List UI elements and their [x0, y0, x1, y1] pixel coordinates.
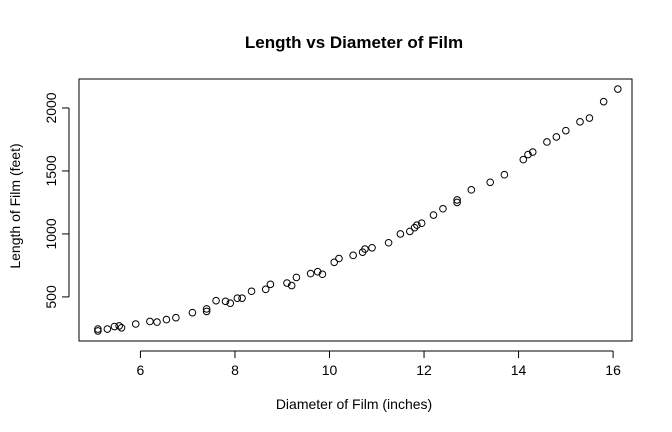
data-point: [406, 227, 414, 236]
data-point: [500, 170, 509, 179]
data-point: [212, 296, 220, 305]
data-point: [330, 258, 339, 267]
x-tick-label: 6: [137, 362, 145, 378]
data-point: [429, 211, 438, 219]
data-point: [562, 126, 570, 135]
data-point: [361, 245, 369, 253]
x-tick-label: 8: [231, 362, 239, 378]
data-point: [153, 318, 161, 326]
plot-area-border: [78, 78, 633, 342]
data-point: [94, 327, 102, 335]
data-point: [238, 294, 246, 302]
data-point: [172, 313, 180, 322]
data-point: [576, 118, 584, 126]
x-tick-label: 12: [416, 362, 432, 378]
data-point: [368, 243, 376, 252]
data-point: [453, 198, 461, 207]
data-point: [349, 251, 357, 260]
data-point: [103, 325, 112, 333]
data-point: [233, 294, 242, 302]
x-axis-label: Diameter of Film (inches): [276, 396, 432, 412]
x-tick-label: 16: [605, 362, 621, 378]
data-point: [110, 322, 119, 331]
y-tick-label: 2000: [43, 92, 59, 123]
data-point: [439, 204, 447, 213]
data-point: [306, 269, 315, 278]
data-point: [543, 138, 551, 146]
y-tick-label: 500: [43, 285, 59, 309]
data-point: [528, 148, 537, 156]
data-point: [413, 221, 421, 229]
data-point: [287, 281, 296, 290]
data-point: [283, 279, 291, 287]
data-point: [146, 317, 154, 326]
data-point: [453, 196, 461, 204]
data-point: [261, 285, 270, 294]
data-point: [585, 114, 594, 122]
data-point: [94, 325, 102, 333]
data-point: [614, 85, 622, 93]
data-point: [486, 178, 495, 187]
data-point: [202, 305, 211, 313]
y-tick-label: 1000: [43, 218, 59, 249]
data-points: [94, 85, 622, 335]
data-point: [226, 299, 235, 308]
data-point: [188, 308, 197, 317]
data-point: [552, 133, 561, 141]
data-point: [519, 155, 528, 164]
data-point: [115, 322, 123, 330]
data-point: [318, 270, 327, 279]
chart-title: Length vs Diameter of Film: [245, 33, 463, 52]
data-point: [417, 219, 426, 228]
data-point: [599, 97, 608, 106]
data-point: [313, 267, 322, 276]
data-point: [396, 230, 405, 238]
data-point: [524, 150, 532, 159]
data-point: [162, 315, 171, 324]
data-point: [292, 273, 301, 282]
y-axis-label: Length of Film (feet): [7, 143, 23, 268]
data-point: [467, 186, 476, 194]
data-point: [335, 254, 343, 263]
data-point: [266, 280, 275, 289]
y-axis: 500 1000 1500 2000: [43, 92, 70, 309]
x-axis: 6 8 10 12 14 16: [137, 350, 621, 378]
data-point: [131, 320, 140, 328]
data-point: [202, 307, 211, 316]
data-point: [410, 223, 419, 232]
data-point: [384, 238, 393, 247]
data-point: [247, 287, 256, 296]
y-tick-label: 1500: [43, 155, 59, 186]
x-tick-label: 10: [322, 362, 338, 378]
data-point: [221, 297, 230, 306]
x-tick-label: 14: [511, 362, 527, 378]
data-point: [117, 323, 126, 332]
